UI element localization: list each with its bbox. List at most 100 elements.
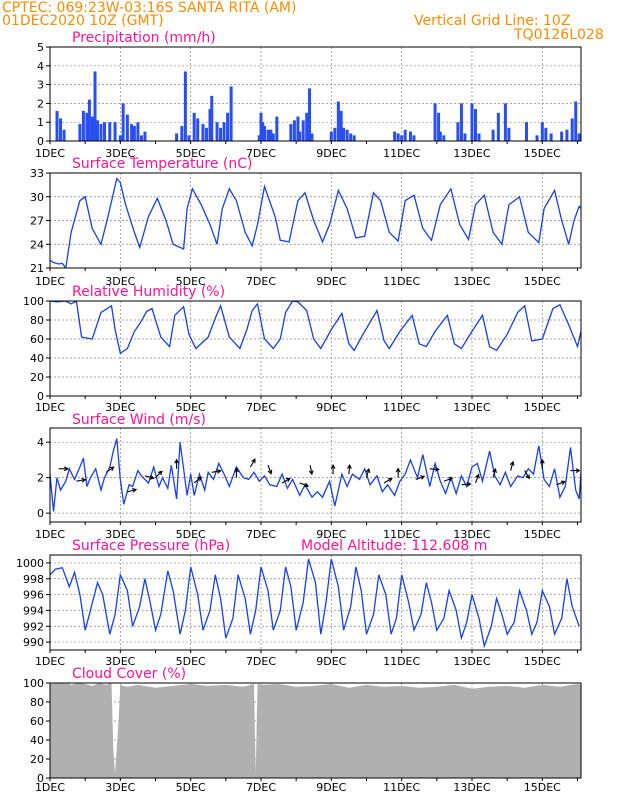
x-tick-label: 7DEC	[246, 655, 276, 668]
wind-arrow-head	[216, 468, 222, 474]
x-tick-label: 1DEC	[35, 528, 65, 541]
precip-bar	[210, 95, 214, 141]
x-tick-label: 3DEC	[105, 781, 135, 794]
series-temp	[50, 177, 581, 268]
x-tick-label: 3DEC	[105, 401, 135, 414]
panel-frame	[49, 554, 582, 651]
precip-bar	[93, 71, 97, 141]
wind-arrow-head	[233, 467, 239, 473]
y-tick-label: 60	[30, 333, 44, 346]
wind-arrow-head	[197, 476, 202, 482]
x-tick-label: 9DEC	[316, 401, 346, 414]
precip-bar	[396, 133, 400, 141]
wind-arrow-head	[387, 477, 393, 483]
wind-arrow	[267, 465, 272, 474]
x-tick-label: 3DEC	[105, 528, 135, 541]
x-tick-label: 9DEC	[316, 655, 346, 668]
y-tick-label: 100	[23, 677, 44, 690]
panel-wind: 0 2 4 1DEC 3DEC 5DEC 7DEC 9DEC 11DEC 13DEC 15DEC Su…	[35, 412, 582, 541]
precip-bar	[90, 116, 94, 141]
y-tick-label: 80	[30, 314, 44, 327]
x-tick-label: 13DEC	[453, 401, 490, 414]
temp-line	[50, 177, 581, 268]
precip-bar	[310, 133, 314, 141]
panel-title: Surface Pressure (hPa)	[72, 538, 230, 554]
y-tick-label: 0	[37, 507, 44, 520]
rh-line	[50, 301, 581, 355]
wind-arrow	[474, 474, 480, 484]
precip-bar	[125, 114, 129, 141]
precip-bar	[329, 131, 333, 141]
model-altitude: Model Altitude: 112.608 m	[301, 538, 487, 554]
precip-bar	[62, 129, 66, 141]
precip-bar	[108, 122, 112, 141]
wind-arrow-head	[251, 458, 256, 464]
run-date: 01DEC2020 10Z (GMT)	[2, 13, 164, 29]
precip-bar	[132, 125, 136, 141]
x-tick-label: 13DEC	[453, 528, 490, 541]
x-tick-label: 13DEC	[453, 147, 490, 160]
y-tick-label: 994	[23, 604, 44, 617]
panel-title: Precipitation (mm/h)	[72, 30, 216, 46]
wind-arrow	[76, 479, 86, 482]
y-tick-label: 100	[23, 295, 44, 308]
grid-note: Vertical Grid Line: 10Z	[414, 13, 571, 29]
precip-bar	[196, 118, 200, 141]
x-tick-label: 7DEC	[246, 275, 276, 288]
x-tick-label: 11DEC	[383, 781, 420, 794]
y-tick-label: 3	[37, 79, 44, 92]
precip-bar	[78, 124, 82, 141]
wind-arrow-head	[64, 466, 69, 472]
x-tick-label: 7DEC	[246, 781, 276, 794]
y-tick-label: 0	[37, 135, 44, 148]
precip-bar	[408, 131, 412, 141]
x-tick-label: 3DEC	[105, 147, 135, 160]
y-tick-label: 27	[30, 215, 44, 228]
precip-bar	[87, 99, 91, 141]
wind-arrow-head	[109, 466, 115, 472]
panel-rh: 0 20 40 60 80 100 1DEC 3DEC 5DEC 7DEC 9DEC 11DEC 13D…	[23, 284, 582, 414]
precip-bar	[345, 129, 349, 141]
precip-bar	[393, 131, 397, 141]
series-precip	[55, 71, 581, 141]
y-tick-label: 4	[37, 60, 44, 73]
x-tick-label: 9DEC	[316, 528, 346, 541]
precip-bar	[292, 120, 296, 141]
wind-arrow	[556, 481, 566, 486]
precip-bar	[85, 112, 89, 141]
precip-bar	[59, 118, 63, 141]
x-tick-label: 5DEC	[176, 781, 206, 794]
x-tick-label: 5DEC	[176, 401, 206, 414]
wind-arrow-head	[525, 474, 530, 480]
precip-bar	[339, 110, 343, 141]
precip-bar	[289, 124, 293, 141]
precip-bar	[139, 135, 143, 141]
wind-arrow-head	[575, 468, 581, 473]
y-tick-label: 0	[37, 390, 44, 403]
precip-bar	[143, 131, 147, 141]
wind-arrow	[155, 470, 163, 479]
precip-bar	[99, 124, 103, 141]
precip-bar	[574, 101, 578, 141]
precip-bar	[544, 127, 548, 141]
x-tick-label: 11DEC	[383, 147, 420, 160]
precip-bar	[208, 109, 212, 141]
y-tick-label: 2	[37, 472, 44, 485]
wind-arrow-head	[492, 467, 497, 473]
series-rh	[50, 301, 581, 355]
precip-bar	[305, 112, 309, 141]
precip-bar	[204, 127, 208, 141]
precip-bar	[535, 135, 539, 141]
x-tick-label: 1DEC	[35, 401, 65, 414]
y-tick-label: 60	[30, 715, 44, 728]
wind-arrow	[249, 458, 256, 468]
wind-arrow-head	[285, 477, 291, 483]
panel-frame	[49, 46, 582, 142]
wind-arrow-head	[448, 476, 454, 482]
precip-bar	[55, 110, 59, 141]
precip-bar	[301, 120, 305, 141]
precip-bar	[503, 103, 507, 141]
wind-arrow-head	[267, 469, 273, 475]
y-tick-label: 21	[30, 262, 44, 275]
precip-bar	[456, 122, 460, 141]
